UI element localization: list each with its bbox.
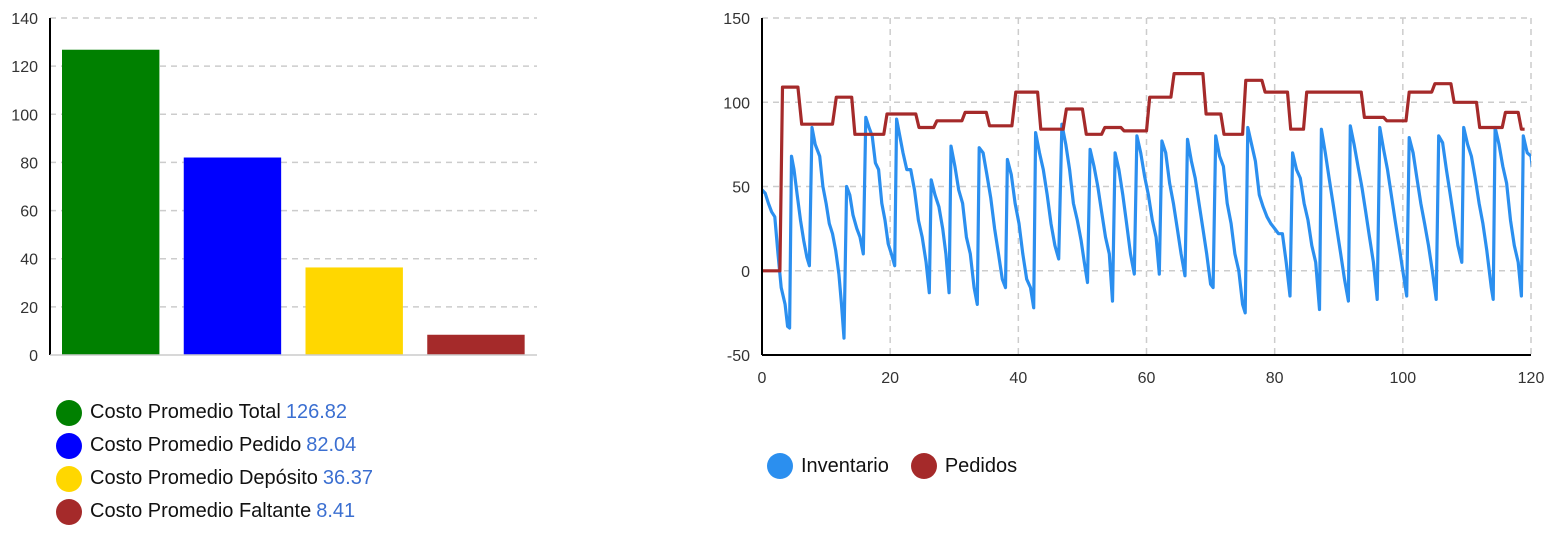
bar-legend-item: Costo Promedio Pedido 82.04	[56, 429, 373, 462]
bar-legend-item: Costo Promedio Depósito 36.37	[56, 462, 373, 495]
bar-y-tick-label: 40	[20, 252, 38, 269]
bar	[427, 334, 525, 355]
legend-swatch	[56, 498, 82, 525]
line-x-tick-label: 80	[1266, 370, 1284, 387]
bar-y-tick-label: 140	[11, 11, 38, 28]
bar-chart: 0 20 40 60 80 100 120 140	[11, 11, 537, 365]
legend-value: 126.82	[285, 401, 348, 423]
series-line-inventario	[762, 115, 1531, 340]
bar-y-tick-label: 0	[29, 348, 38, 365]
bar-legend: Costo Promedio Total 126.82 Costo Promedio…	[56, 396, 373, 528]
legend-swatch	[56, 465, 82, 492]
legend-swatch	[56, 399, 82, 426]
line-x-tick-label: 100	[1389, 370, 1416, 387]
line-x-tick-label: 0	[758, 370, 767, 387]
bar-y-tick-label: 60	[20, 204, 38, 221]
line-x-tick-label: 40	[1009, 370, 1027, 387]
bar-y-tick-label: 100	[11, 107, 38, 124]
legend-label: Inventario	[801, 454, 889, 477]
legend-label: Costo Promedio Pedido	[90, 434, 302, 456]
legend-value: 8.41	[316, 500, 356, 522]
legend-value: 36.37	[322, 467, 373, 489]
series-line-pedidos	[762, 72, 1525, 273]
line-legend-item: Pedidos	[910, 453, 1018, 479]
legend-swatch	[910, 453, 937, 479]
line-y-tick-label: 100	[723, 95, 750, 112]
line-y-tick-label: 150	[723, 11, 750, 28]
legend-label: Costo Promedio Faltante	[90, 500, 312, 522]
bar	[62, 49, 160, 356]
line-y-tick-label: -50	[727, 348, 750, 365]
bar	[183, 157, 282, 355]
legend-swatch	[56, 432, 82, 459]
legend-label: Pedidos	[944, 454, 1018, 477]
bar-y-tick-label: 80	[20, 155, 38, 172]
legend-label: Costo Promedio Depósito	[90, 467, 318, 489]
bar-legend-item: Costo Promedio Faltante 8.41	[56, 495, 373, 528]
line-legend: Inventario Pedidos	[767, 453, 1039, 479]
line-legend-item: Inventario	[767, 453, 889, 479]
line-chart: 0 20 40 60 80 100 120 -50 0 50 100 150	[723, 11, 1545, 387]
bar-y-tick-label: 120	[11, 59, 38, 76]
bar	[305, 267, 403, 355]
legend-value: 82.04	[306, 434, 357, 456]
legend-label: Costo Promedio Total	[90, 401, 281, 423]
line-x-tick-label: 20	[881, 370, 899, 387]
bar-y-tick-label: 20	[20, 300, 38, 317]
line-x-tick-label: 120	[1518, 370, 1545, 387]
line-x-tick-label: 60	[1138, 370, 1156, 387]
line-y-tick-label: 0	[741, 264, 750, 281]
legend-swatch	[767, 453, 793, 479]
bar-legend-item: Costo Promedio Total 126.82	[56, 396, 373, 429]
line-y-tick-label: 50	[732, 180, 750, 197]
